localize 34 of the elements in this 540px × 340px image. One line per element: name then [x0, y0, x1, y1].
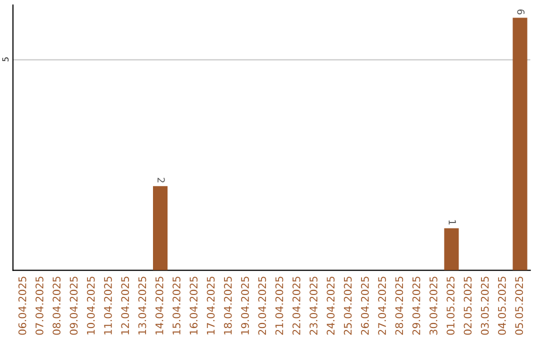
x-tick-label: 13.04.2025 — [138, 276, 146, 334]
x-tick-label: 17.04.2025 — [206, 276, 215, 334]
y-tick-label: 5 — [2, 57, 9, 62]
x-tick-label: 09.04.2025 — [70, 276, 78, 335]
data-label: 6 — [517, 9, 525, 14]
data-label: 2 — [158, 178, 165, 182]
x-tick-label: 05.05.2025 — [515, 276, 524, 335]
x-tick-label: 12.04.2025 — [121, 276, 130, 334]
x-tick-label: 04.05.2025 — [498, 276, 506, 335]
x-tick-label: 29.04.2025 — [412, 276, 420, 335]
x-tick-label: 15.04.2025 — [172, 276, 180, 334]
x-tick-label: 27.04.2025 — [378, 276, 386, 335]
x-tick-label: 06.04.2025 — [18, 276, 26, 335]
x-tick-label: 08.04.2025 — [52, 276, 61, 335]
x-tick-label: 11.04.2025 — [104, 276, 112, 334]
data-label: 1 — [448, 220, 456, 225]
x-tick-label: 22.04.2025 — [292, 276, 300, 335]
x-tick-label: 02.05.2025 — [464, 276, 472, 335]
x-tick-label: 28.04.2025 — [395, 276, 404, 335]
x-tick-label: 25.04.2025 — [344, 276, 352, 335]
x-tick-label: 23.04.2025 — [310, 276, 318, 335]
x-tick-label: 19.04.2025 — [241, 276, 249, 334]
x-tick-label: 16.04.2025 — [190, 276, 198, 334]
x-tick-label: 01.05.2025 — [446, 276, 455, 335]
x-tick-label: 30.04.2025 — [429, 276, 438, 335]
x-tick-label: 03.05.2025 — [480, 276, 489, 335]
x-tick-label: 24.04.2025 — [326, 276, 335, 335]
x-tick-label: 26.04.2025 — [360, 276, 369, 335]
x-tick-label: 14.04.2025 — [155, 276, 164, 334]
x-tick-label: 18.04.2025 — [224, 276, 232, 334]
x-tick-label: 21.04.2025 — [275, 276, 284, 335]
x-tick-label: 20.04.2025 — [258, 276, 266, 335]
x-tick-label: 07.04.2025 — [36, 276, 44, 335]
x-tick-label: 10.04.2025 — [86, 276, 95, 334]
